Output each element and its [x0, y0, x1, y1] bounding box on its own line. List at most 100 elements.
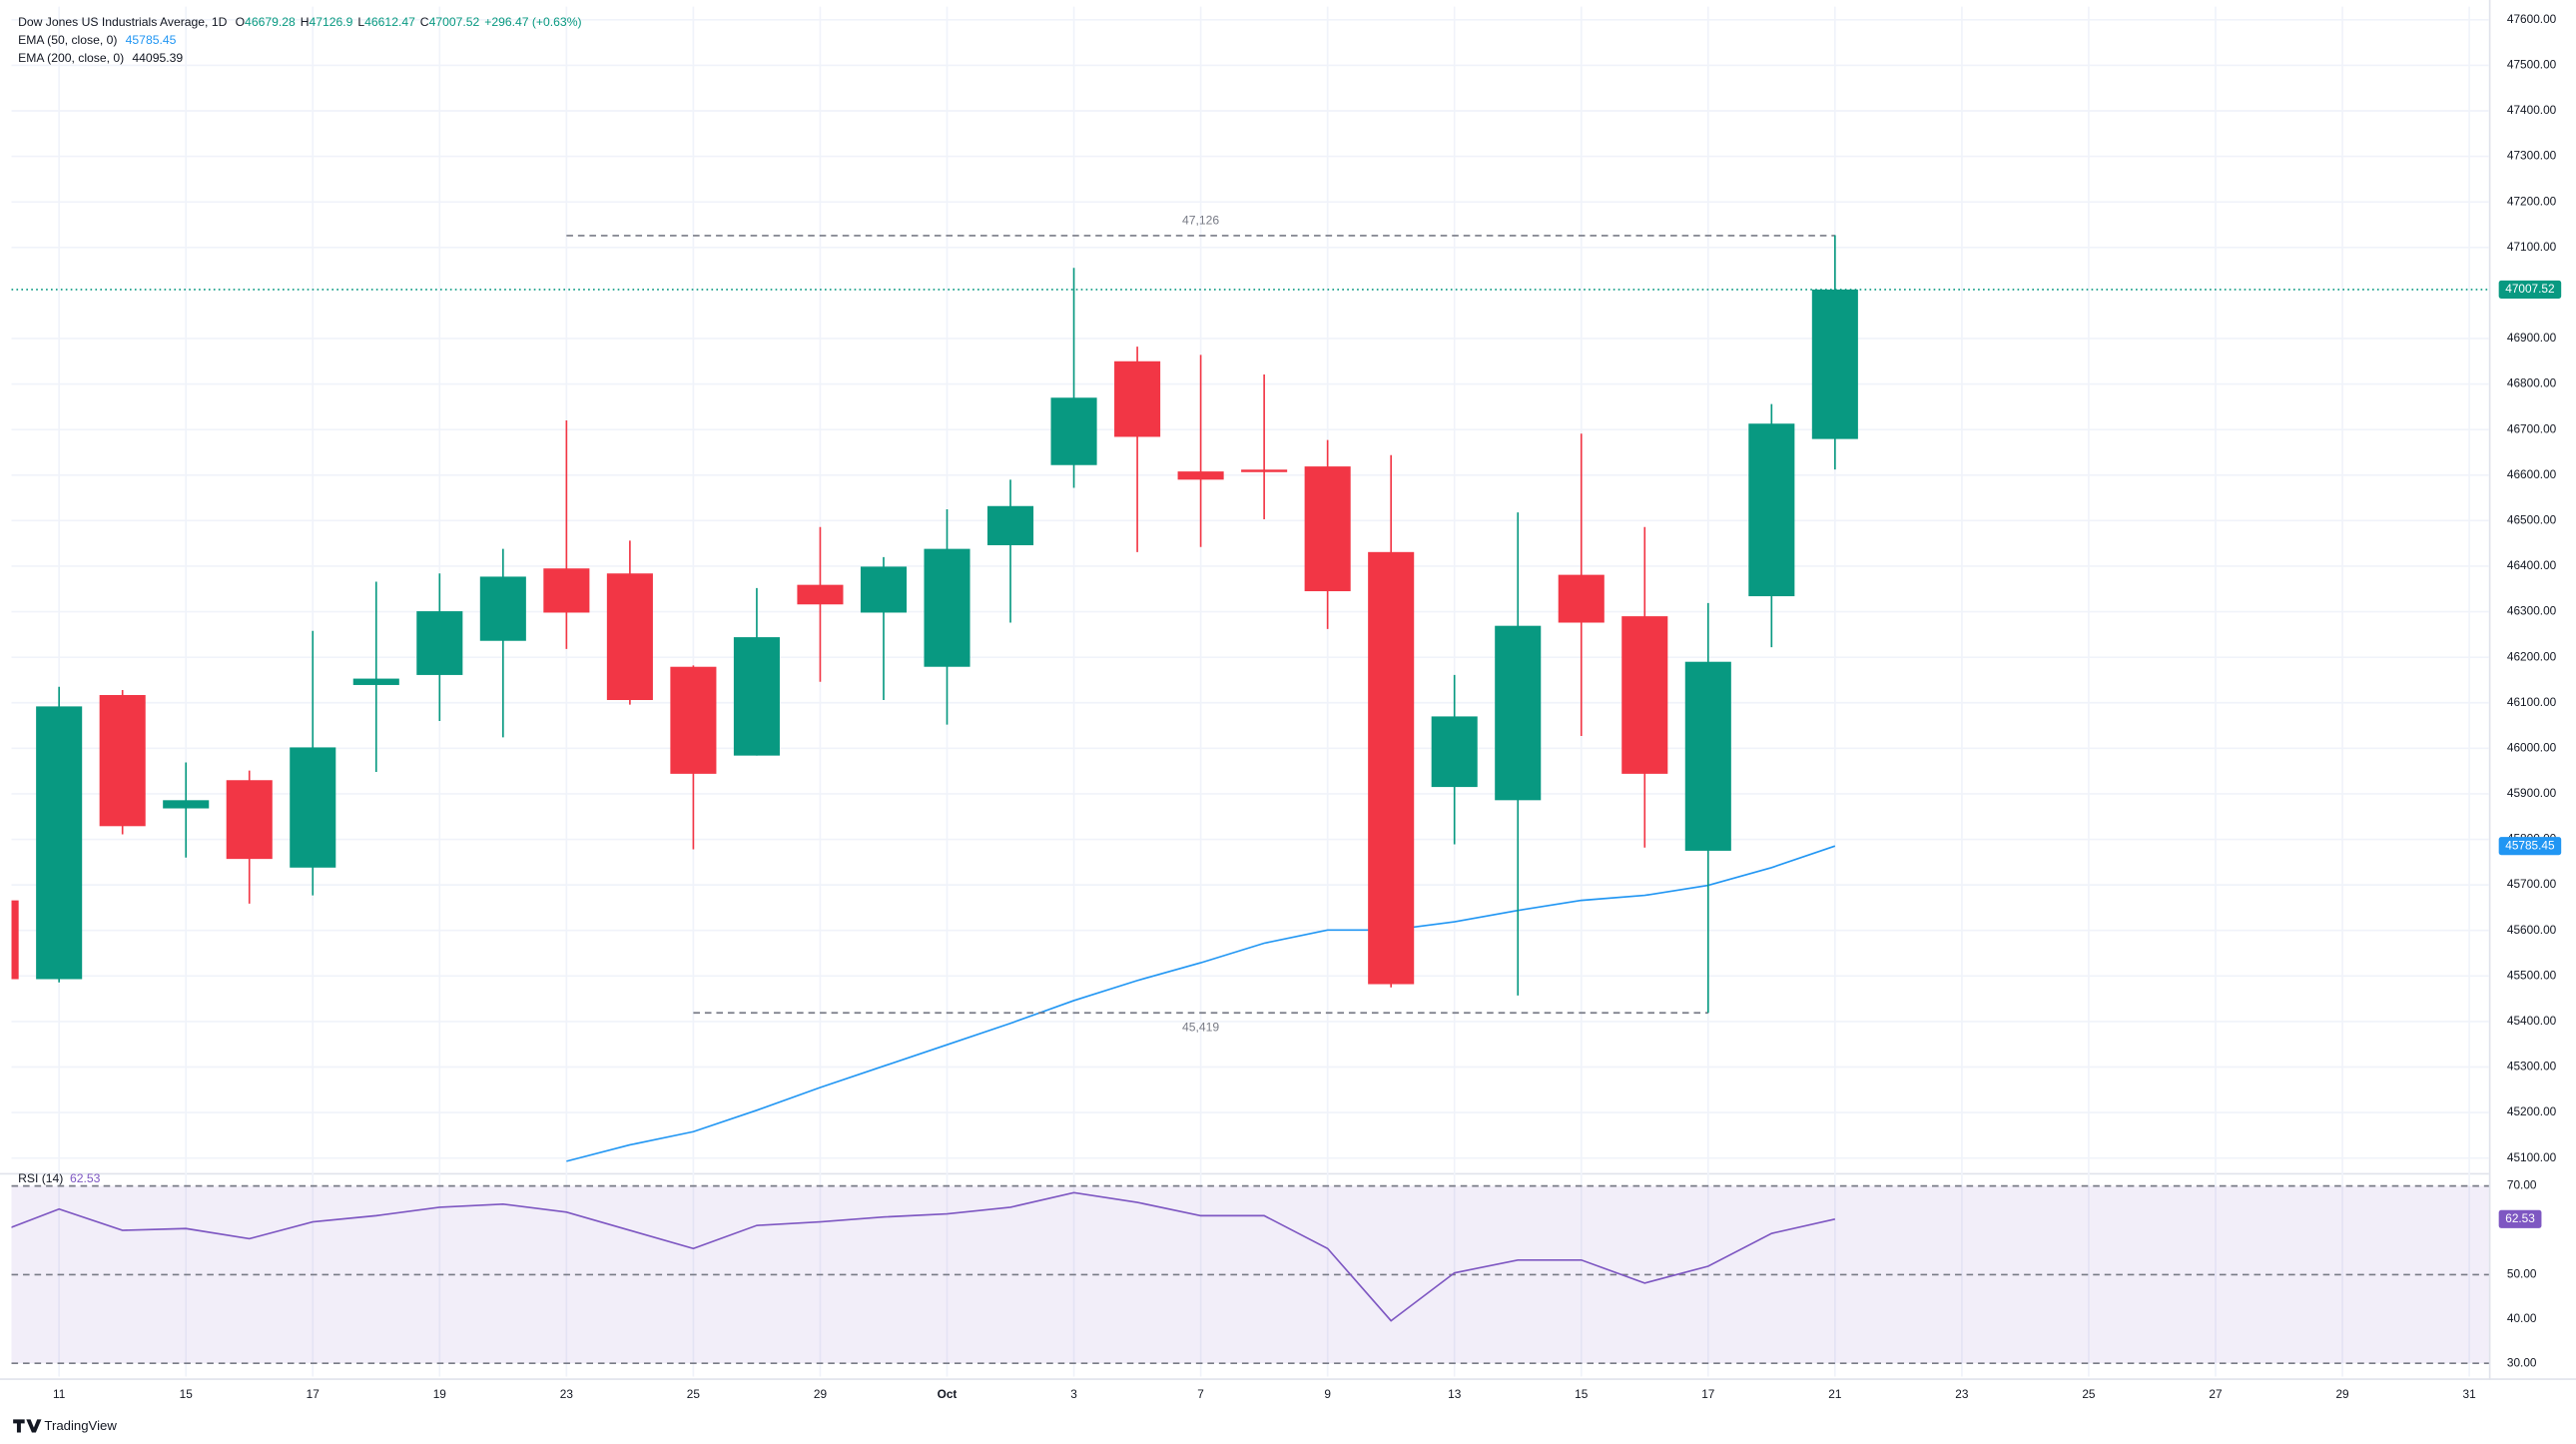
x-tick-label: 23: [560, 1387, 574, 1401]
candle-body: [11, 900, 19, 980]
ohlc-value: 47007.52: [429, 15, 480, 29]
y-tick-label: 47600.00: [2507, 12, 2557, 26]
x-tick-label: 31: [2463, 1387, 2476, 1401]
y-tick-label: 45600.00: [2507, 923, 2557, 937]
y-tick-label: 47400.00: [2507, 103, 2557, 117]
ema-badge-label: 45785.45: [2505, 838, 2555, 852]
x-tick-label: 11: [53, 1387, 65, 1401]
rsi-pane: [11, 1191, 1836, 1322]
candle-body: [1050, 397, 1097, 465]
rsi-badge-label: 62.53: [2505, 1211, 2535, 1225]
y-tick-label: 45900.00: [2507, 786, 2557, 800]
ohlc-key: O: [236, 15, 245, 29]
ohlc-value: 47126.9: [309, 15, 352, 29]
x-tick-label: 29: [814, 1387, 828, 1401]
candle-body: [670, 666, 717, 774]
ema-line: [566, 845, 1836, 1162]
x-tick-label: 15: [180, 1387, 194, 1401]
y-tick-label: 46700.00: [2507, 421, 2557, 435]
ema-badge: [2498, 837, 2562, 856]
candle-body: [543, 568, 590, 613]
candle-body: [290, 747, 336, 868]
x-tick-label: 25: [2082, 1387, 2096, 1401]
y-tick-label: 46100.00: [2507, 695, 2557, 709]
brand-text: TradingView: [44, 1418, 117, 1433]
candle-body: [226, 780, 273, 860]
y-tick-label: 46200.00: [2507, 649, 2557, 663]
rsi-legend: RSI (14) 62.53: [18, 1171, 101, 1185]
candle-body: [1558, 574, 1605, 623]
x-tick-label: 19: [433, 1387, 447, 1401]
x-tick-label: 29: [2335, 1387, 2349, 1401]
candle-body: [1368, 551, 1415, 985]
change: +296.47 (+0.63%): [484, 15, 581, 29]
x-tick-label: 21: [1828, 1387, 1841, 1401]
rsi-name: RSI (14): [18, 1171, 63, 1185]
rsi-tick-label: 50.00: [2507, 1267, 2537, 1281]
rsi-tick-label: 40.00: [2507, 1311, 2537, 1325]
x-tick-label: 27: [2209, 1387, 2222, 1401]
annotation-label: 45,419: [1182, 1020, 1219, 1034]
x-tick-label: 7: [1197, 1387, 1204, 1401]
x-tick-label: 9: [1324, 1387, 1331, 1401]
rsi-badge: [2498, 1209, 2542, 1228]
legend-entry: EMA (200, close, 0) 44095.39: [18, 51, 183, 65]
legend-entry: EMA (50, close, 0) 45785.45: [18, 33, 177, 47]
rsi-line: [11, 1191, 1836, 1322]
symbol-name: Dow Jones US Industrials Average, 1D: [18, 15, 227, 29]
x-tick-label: 25: [687, 1387, 701, 1401]
ohlc-value: 46612.47: [364, 15, 415, 29]
legend-title: Dow Jones US Industrials Average, 1D O466…: [18, 15, 581, 29]
x-tick-label: 23: [1955, 1387, 1969, 1401]
candle-body: [1495, 625, 1542, 801]
candle-body: [352, 678, 399, 685]
candle-body: [416, 611, 463, 675]
candle-body: [479, 576, 526, 641]
y-tick-label: 45500.00: [2507, 968, 2557, 982]
y-tick-label: 46000.00: [2507, 740, 2557, 754]
candle-body: [1748, 423, 1795, 597]
y-tick-label: 46600.00: [2507, 467, 2557, 481]
legend-name: EMA (200, close, 0): [18, 51, 124, 65]
y-tick-label: 45400.00: [2507, 1014, 2557, 1028]
ohlc-key: L: [357, 15, 364, 29]
y-tick-label: 45100.00: [2507, 1150, 2557, 1164]
x-tick-label: 17: [307, 1387, 320, 1401]
x-tick-label: 17: [1701, 1387, 1714, 1401]
candle-body: [1621, 616, 1668, 774]
y-tick-label: 45200.00: [2507, 1104, 2557, 1118]
candle-body: [733, 637, 780, 756]
y-tick-label: 46800.00: [2507, 376, 2557, 390]
y-tick-label: 45300.00: [2507, 1060, 2557, 1074]
annotation-label: 47,126: [1182, 213, 1219, 227]
branding: TradingView: [13, 1418, 117, 1433]
candle-body: [924, 548, 970, 667]
candle-body: [1114, 361, 1161, 437]
x-tick-label: 15: [1575, 1387, 1589, 1401]
candle-body: [1177, 471, 1224, 480]
last-price-label: 47007.52: [2505, 282, 2554, 296]
candle-body: [163, 800, 210, 809]
y-tick-label: 47500.00: [2507, 58, 2557, 72]
rsi-tick-label: 70.00: [2507, 1178, 2537, 1192]
ohlc-value: 46679.28: [245, 15, 296, 29]
y-tick-label: 46300.00: [2507, 604, 2557, 618]
y-tick-label: 47100.00: [2507, 240, 2557, 254]
candle-body: [606, 573, 653, 701]
legend-value: 45785.45: [126, 33, 177, 47]
y-tick-label: 45700.00: [2507, 877, 2557, 891]
candle-body: [986, 505, 1034, 545]
logo: [13, 1419, 42, 1433]
x-tick-label: 3: [1070, 1387, 1077, 1401]
legend-name: EMA (50, close, 0): [18, 33, 117, 47]
candle-body: [1241, 469, 1288, 472]
x-tick-label: 13: [1448, 1387, 1462, 1401]
y-tick-label: 47200.00: [2507, 194, 2557, 208]
ohlc-key: C: [420, 15, 429, 29]
price-pane: [11, 235, 1858, 1162]
candle-body: [99, 694, 146, 827]
last-price-badge: [2498, 280, 2562, 299]
